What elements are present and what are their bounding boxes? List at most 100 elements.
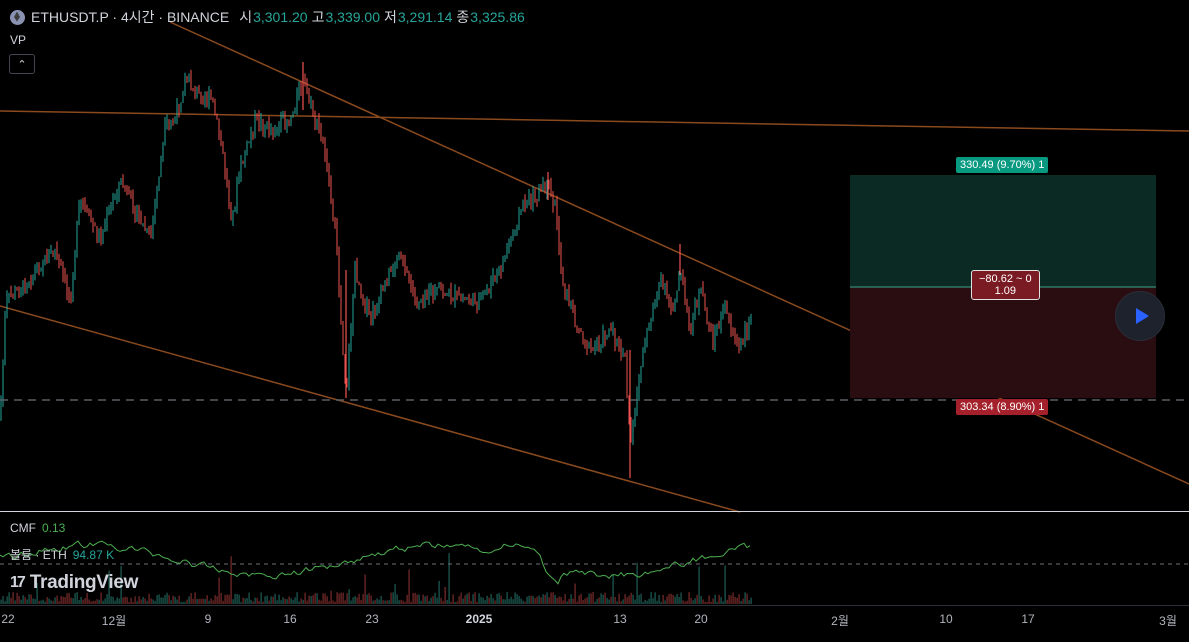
volume-bar bbox=[540, 597, 542, 604]
volume-bar bbox=[732, 592, 734, 604]
volume-bar bbox=[562, 600, 564, 604]
volume-bar bbox=[452, 594, 454, 604]
volume-bar bbox=[178, 595, 180, 604]
volume-bar bbox=[176, 599, 178, 604]
volume-bar bbox=[622, 599, 624, 604]
volume-bar bbox=[112, 596, 114, 604]
cmf-name: CMF bbox=[10, 521, 36, 535]
time-axis[interactable]: 22 12월 9 16 23 2025 13 20 2월 10 17 3월 bbox=[0, 606, 1189, 642]
volume-bar bbox=[660, 601, 662, 604]
volume-bar bbox=[188, 596, 190, 604]
volume-bar bbox=[436, 597, 438, 604]
volume-bar bbox=[192, 598, 194, 604]
volume-bar bbox=[416, 594, 418, 604]
position-entry-badge[interactable]: −80.62 ~ 0 1.09 bbox=[971, 270, 1040, 300]
volume-bar bbox=[708, 595, 710, 604]
volume-bar bbox=[240, 601, 242, 604]
volume-bar bbox=[264, 596, 266, 604]
volume-bar bbox=[682, 600, 684, 604]
trendline bbox=[0, 110, 1189, 132]
volume-bar bbox=[534, 598, 536, 604]
stop-price-badge[interactable]: 303.34 (8.90%) 1 bbox=[956, 399, 1049, 415]
target-price-badge[interactable]: 330.49 (9.70%) 1 bbox=[956, 157, 1049, 173]
volume-bar bbox=[0, 599, 2, 604]
volume-bar bbox=[226, 594, 228, 604]
volume-bar bbox=[326, 596, 328, 604]
volume-bar bbox=[548, 597, 550, 604]
volume-bar bbox=[116, 597, 118, 604]
volume-bar bbox=[702, 599, 704, 604]
volume-bar bbox=[194, 592, 196, 604]
volume-bar bbox=[64, 597, 66, 604]
volume-bar bbox=[260, 592, 262, 604]
volume-bar bbox=[630, 592, 632, 604]
volume-bar bbox=[26, 599, 28, 604]
volume-bar bbox=[282, 597, 284, 604]
volume-bar bbox=[656, 600, 658, 604]
ohlc-key: 종 bbox=[456, 9, 470, 25]
volume-bar bbox=[28, 594, 30, 604]
volume-bar bbox=[342, 592, 344, 604]
volume-bar bbox=[688, 592, 690, 604]
volume-value: 94.87 K bbox=[72, 548, 115, 562]
volume-bar bbox=[642, 601, 644, 604]
volume-bar bbox=[672, 594, 674, 604]
volume-bar bbox=[432, 596, 434, 604]
volume-bar bbox=[238, 594, 240, 604]
volume-bar bbox=[734, 597, 736, 604]
volume-bar bbox=[662, 594, 664, 604]
time-axis-tick: 2월 bbox=[831, 614, 849, 628]
volume-bar bbox=[444, 586, 446, 604]
symbol-title[interactable]: ETHUSDT.P · 4시간 · BINANCE bbox=[31, 9, 230, 25]
ohlc-values: 시3,301.20 고3,339.00 저3,291.14 종3,325.86 bbox=[235, 7, 525, 27]
position-zones[interactable] bbox=[850, 175, 1156, 398]
cmf-indicator-legend[interactable]: CMF 0.13 bbox=[10, 521, 65, 535]
volume-bar bbox=[496, 593, 498, 604]
volume-bar bbox=[128, 601, 130, 604]
volume-bar bbox=[78, 599, 80, 604]
volume-bar bbox=[356, 597, 358, 604]
tradingview-mark-icon: 17 bbox=[10, 574, 26, 591]
volume-bar bbox=[592, 592, 594, 604]
volume-bar bbox=[336, 592, 338, 604]
volume-bar bbox=[54, 597, 56, 604]
time-axis-tick: 20 bbox=[694, 612, 708, 626]
pane-separators[interactable] bbox=[0, 399, 1189, 606]
volume-bar bbox=[744, 592, 746, 604]
volume-bar bbox=[308, 595, 310, 604]
volume-bar bbox=[704, 601, 706, 604]
volume-bar bbox=[538, 595, 540, 604]
volume-bar bbox=[558, 596, 560, 604]
volume-bar bbox=[570, 594, 572, 604]
volume-bar bbox=[668, 593, 670, 604]
volume-bar bbox=[406, 594, 408, 604]
volume-bar bbox=[584, 598, 586, 604]
volume-bar bbox=[32, 598, 34, 604]
volume-bar bbox=[498, 592, 500, 604]
volume-bar bbox=[324, 593, 326, 604]
volume-bar bbox=[42, 599, 44, 604]
volume-bar bbox=[20, 599, 22, 604]
ohlc-key: 저 bbox=[383, 9, 397, 25]
volume-bar bbox=[236, 593, 238, 604]
volume-bar bbox=[34, 599, 36, 604]
volume-bar bbox=[442, 600, 444, 604]
collapse-indicators-button[interactable]: ⌃ bbox=[9, 54, 35, 74]
vp-indicator-label[interactable]: VP bbox=[10, 33, 27, 47]
volume-bar bbox=[216, 596, 218, 604]
volume-bar bbox=[314, 593, 316, 604]
volume-bar bbox=[508, 598, 510, 604]
symbol-header[interactable]: ETHUSDT.P · 4시간 · BINANCE 시3,301.20 고3,33… bbox=[10, 7, 525, 27]
volume-bar bbox=[170, 600, 172, 604]
volume-bar bbox=[158, 594, 160, 604]
volume-indicator-legend[interactable]: 볼륨 · ETH 94.87 K bbox=[10, 546, 114, 563]
volume-bar bbox=[148, 593, 150, 604]
volume-bar bbox=[488, 597, 490, 604]
tradingview-logo[interactable]: 17 TradingView bbox=[10, 572, 138, 594]
volume-bar bbox=[512, 599, 514, 604]
volume-bar bbox=[434, 592, 436, 604]
volume-bar bbox=[544, 594, 546, 604]
replay-button[interactable] bbox=[1115, 291, 1165, 341]
volume-bar bbox=[448, 553, 450, 604]
